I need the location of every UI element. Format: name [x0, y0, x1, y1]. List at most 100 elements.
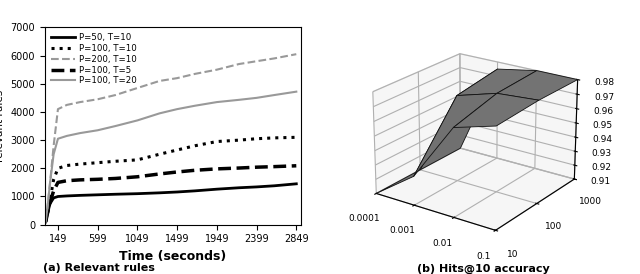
- P=200, T=10: [54, 107, 62, 111]
- P=100, T=10: [44, 212, 51, 215]
- P=50, T=10: [44, 212, 51, 215]
- P=100, T=10: [191, 144, 198, 147]
- P=50, T=10: [54, 195, 62, 198]
- Line: P=100, T=10: P=100, T=10: [45, 137, 296, 222]
- P=100, T=5: [76, 178, 84, 181]
- P=100, T=5: [111, 177, 119, 180]
- P=100, T=20: [54, 137, 62, 140]
- P=100, T=20: [44, 206, 51, 209]
- P=100, T=10: [271, 136, 278, 139]
- P=100, T=20: [173, 107, 181, 111]
- Y-axis label: relevant rules: relevant rules: [0, 90, 5, 162]
- P=50, T=10: [76, 194, 84, 197]
- P=100, T=10: [134, 158, 141, 161]
- P=100, T=5: [292, 164, 300, 167]
- P=100, T=20: [292, 90, 300, 93]
- P=50, T=10: [213, 187, 221, 191]
- P=50, T=10: [134, 192, 141, 195]
- Text: (b) Hits@10 accuracy: (b) Hits@10 accuracy: [417, 263, 550, 273]
- P=50, T=10: [46, 202, 54, 205]
- P=100, T=5: [191, 169, 198, 172]
- P=100, T=10: [42, 220, 49, 224]
- P=100, T=10: [156, 153, 163, 156]
- P=200, T=10: [111, 93, 119, 97]
- P=100, T=10: [292, 136, 300, 139]
- P=200, T=10: [76, 101, 84, 104]
- P=100, T=10: [50, 178, 58, 181]
- X-axis label: Time (seconds): Time (seconds): [119, 250, 227, 263]
- P=100, T=5: [235, 166, 243, 170]
- P=200, T=10: [292, 53, 300, 56]
- P=200, T=10: [134, 86, 141, 90]
- P=200, T=10: [46, 181, 54, 184]
- P=100, T=20: [271, 93, 278, 97]
- P=200, T=10: [173, 76, 181, 80]
- P=100, T=10: [54, 167, 62, 170]
- P=50, T=10: [50, 196, 58, 199]
- P=200, T=10: [63, 103, 70, 107]
- P=100, T=5: [173, 170, 181, 174]
- P=100, T=20: [50, 153, 58, 156]
- P=200, T=10: [50, 144, 58, 147]
- P=100, T=5: [54, 181, 62, 184]
- P=200, T=10: [42, 220, 49, 224]
- P=100, T=20: [156, 112, 163, 115]
- P=50, T=10: [173, 190, 181, 194]
- P=100, T=20: [191, 104, 198, 107]
- P=50, T=10: [292, 182, 300, 185]
- P=200, T=10: [156, 79, 163, 82]
- P=100, T=5: [63, 179, 70, 182]
- P=100, T=20: [94, 129, 102, 132]
- P=50, T=10: [191, 189, 198, 193]
- P=100, T=5: [271, 165, 278, 168]
- P=100, T=10: [111, 160, 119, 163]
- P=100, T=10: [235, 138, 243, 142]
- P=100, T=5: [253, 165, 260, 169]
- P=100, T=5: [156, 172, 163, 176]
- P=100, T=5: [94, 178, 102, 181]
- P=50, T=10: [42, 220, 49, 224]
- Text: (a) Relevant rules: (a) Relevant rules: [44, 263, 155, 273]
- P=50, T=10: [253, 185, 260, 189]
- P=100, T=10: [253, 137, 260, 140]
- P=100, T=10: [173, 148, 181, 152]
- P=100, T=20: [46, 181, 54, 184]
- P=200, T=10: [271, 57, 278, 60]
- P=100, T=20: [213, 101, 221, 104]
- P=200, T=10: [191, 72, 198, 76]
- P=200, T=10: [253, 59, 260, 63]
- P=100, T=5: [42, 220, 49, 224]
- P=100, T=5: [44, 212, 51, 215]
- P=100, T=10: [63, 164, 70, 167]
- P=200, T=10: [213, 68, 221, 71]
- P=200, T=10: [235, 62, 243, 66]
- P=50, T=10: [94, 193, 102, 196]
- P=100, T=5: [213, 167, 221, 170]
- P=100, T=20: [42, 220, 49, 224]
- P=100, T=5: [46, 201, 54, 204]
- Line: P=200, T=10: P=200, T=10: [45, 54, 296, 222]
- P=50, T=10: [111, 193, 119, 196]
- P=100, T=20: [63, 134, 70, 138]
- Legend: P=50, T=10, P=100, T=10, P=200, T=10, P=100, T=5, P=100, T=20: P=50, T=10, P=100, T=10, P=200, T=10, P=…: [49, 32, 139, 87]
- P=50, T=10: [271, 184, 278, 187]
- P=200, T=10: [44, 206, 51, 209]
- P=200, T=10: [94, 98, 102, 101]
- P=100, T=20: [76, 132, 84, 135]
- P=100, T=10: [213, 140, 221, 143]
- P=100, T=20: [111, 124, 119, 128]
- P=100, T=5: [50, 189, 58, 193]
- P=50, T=10: [63, 194, 70, 198]
- P=100, T=20: [253, 96, 260, 99]
- P=100, T=20: [134, 119, 141, 122]
- Line: P=100, T=20: P=100, T=20: [45, 92, 296, 222]
- P=50, T=10: [156, 191, 163, 195]
- P=100, T=10: [46, 198, 54, 201]
- P=50, T=10: [235, 186, 243, 189]
- Line: P=100, T=5: P=100, T=5: [45, 166, 296, 222]
- P=100, T=10: [94, 161, 102, 164]
- P=100, T=10: [76, 162, 84, 166]
- Line: P=50, T=10: P=50, T=10: [45, 184, 296, 222]
- P=100, T=5: [134, 175, 141, 178]
- P=100, T=20: [235, 98, 243, 101]
